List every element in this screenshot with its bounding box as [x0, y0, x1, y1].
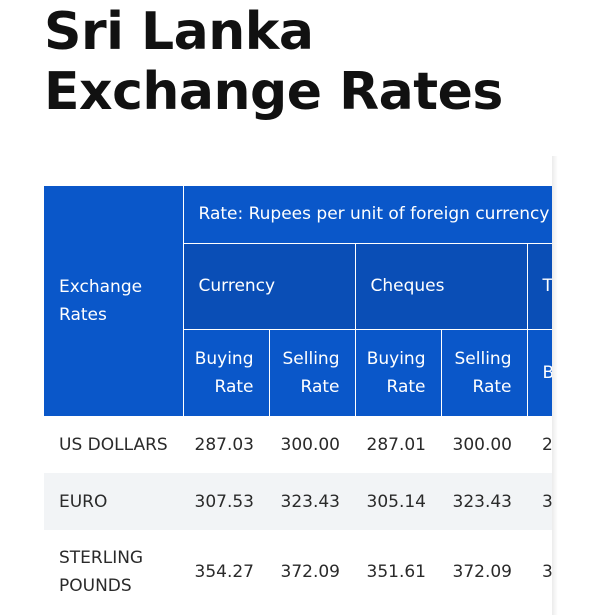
rate-value: 351.61 [366, 562, 426, 582]
rate-value: 300.00 [452, 434, 512, 455]
rate-value: 307.53 [183, 473, 269, 530]
currency-name: US DOLLARS [59, 434, 168, 455]
table-row: STERLING POUNDS 354.27 372.09 351.61 372… [44, 530, 552, 614]
rate-value: 2 [542, 434, 552, 455]
rate-value: 372.09 [452, 562, 512, 582]
rate-value: 305.14 [355, 473, 441, 530]
exchange-rate-table-scroller[interactable]: Exchange Rates Rate: Rupees per unit of … [44, 186, 552, 615]
table-row: US DOLLARS 287.03 300.00 287.01 300.00 2 [44, 416, 552, 473]
col-header-currency-selling: Selling Rate [269, 329, 356, 417]
corner-header: Exchange Rates [44, 186, 184, 417]
rate-value: 287.03 [194, 434, 254, 455]
rate-value: 323.43 [441, 473, 527, 530]
rate-value: 323.43 [269, 473, 355, 530]
group-header-currency: Currency [183, 243, 356, 330]
rate-value: 287.01 [366, 434, 426, 455]
page-title: Sri Lanka Exchange Rates [44, 2, 503, 122]
group-header-cheques: Cheques [355, 243, 528, 330]
col-header-tt-buying: B [527, 329, 552, 417]
exchange-rate-table: Exchange Rates Rate: Rupees per unit of … [44, 186, 552, 614]
col-header-cheques-buying: Buying Rate [355, 329, 442, 417]
currency-name: STERLING POUNDS [59, 548, 144, 596]
table-row: EURO 307.53 323.43 305.14 323.43 3 [44, 473, 552, 530]
col-header-cheques-selling: Selling Rate [441, 329, 528, 417]
group-header-tt: T T [527, 243, 552, 330]
rate-value: 372.09 [280, 562, 340, 582]
rate-caption: Rate: Rupees per unit of foreign currenc… [183, 186, 552, 244]
currency-name: EURO [44, 473, 183, 530]
rate-value: 354.27 [194, 562, 254, 582]
col-header-currency-buying: Buying Rate [183, 329, 270, 417]
rate-value: 300.00 [280, 434, 340, 455]
scroll-edge-shadow [552, 156, 558, 615]
rate-value: 3 [527, 473, 552, 530]
rate-value: 3 [542, 562, 552, 582]
